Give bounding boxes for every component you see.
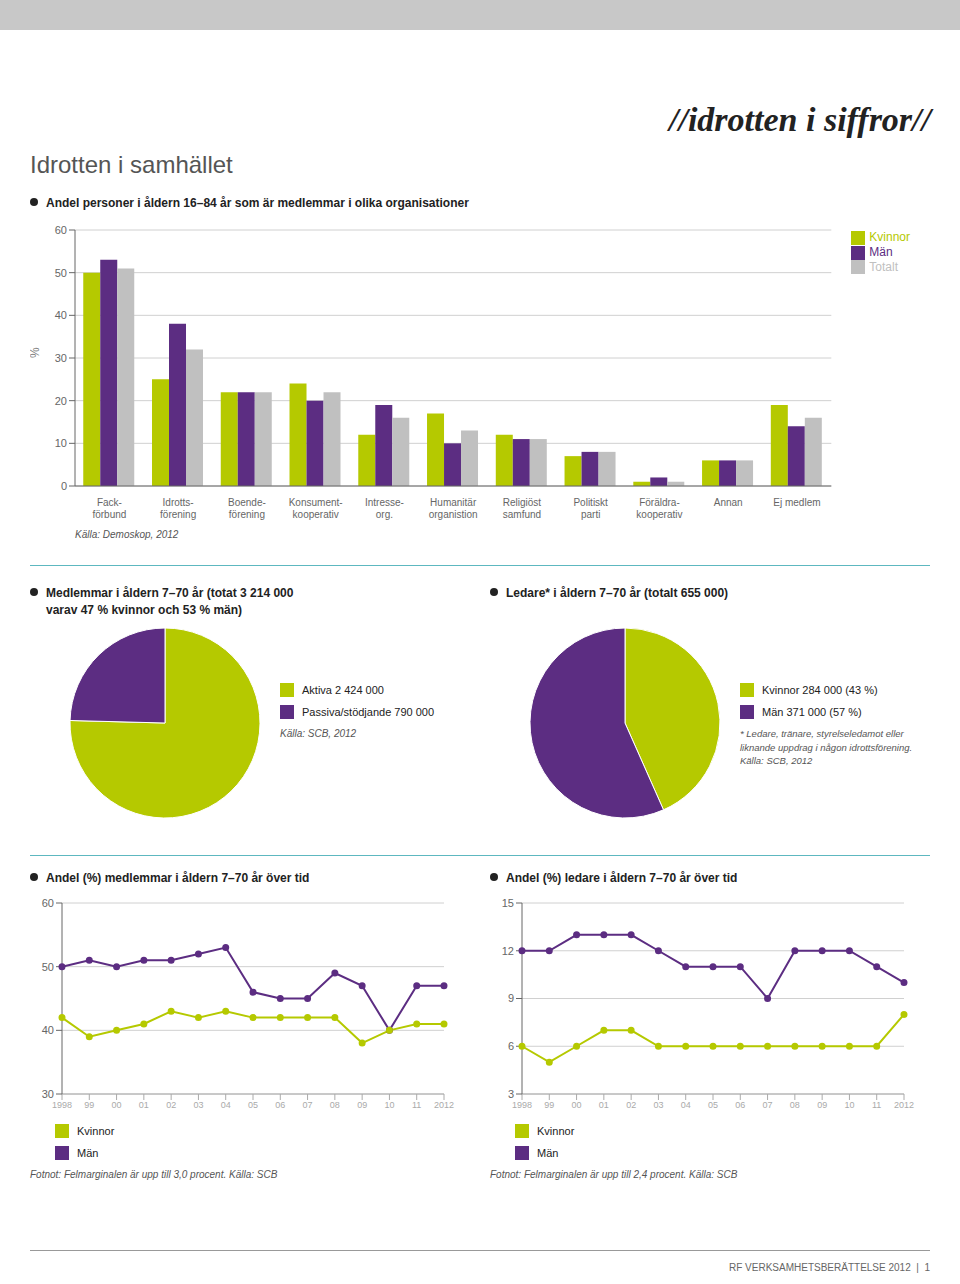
svg-text:2012: 2012 xyxy=(894,1100,914,1110)
html-text:Fotnot: Felmarginalen är upp t: Fotnot: Felmarginalen är upp till 3,0 pr… xyxy=(30,1169,278,1180)
svg-text:Konsument-kooperativ: Konsument-kooperativ xyxy=(289,497,343,520)
svg-text:07: 07 xyxy=(763,1100,773,1110)
svg-text:Politisktparti: Politisktparti xyxy=(573,497,608,520)
svg-text:05: 05 xyxy=(248,1100,258,1110)
svg-text:Annan: Annan xyxy=(714,497,743,508)
svg-text:Ej medlem: Ej medlem xyxy=(773,497,820,508)
svg-text:10: 10 xyxy=(55,437,67,449)
svg-text:10: 10 xyxy=(844,1100,854,1110)
svg-text:02: 02 xyxy=(166,1100,176,1110)
svg-text:0: 0 xyxy=(61,480,67,492)
svg-text:3: 3 xyxy=(508,1088,514,1100)
svg-text:Intresse-org.: Intresse-org. xyxy=(365,497,404,520)
html-text:Källa: SCB, 2012: Källa: SCB, 2012 xyxy=(280,728,357,739)
svg-text:11: 11 xyxy=(872,1100,881,1110)
html-text:Idrotten i samhället: Idrotten i samhället xyxy=(30,151,233,178)
svg-text:30: 30 xyxy=(55,352,67,364)
svg-text:01: 01 xyxy=(599,1100,609,1110)
svg-text:20: 20 xyxy=(55,395,67,407)
html-text:Män: Män xyxy=(537,1147,559,1159)
svg-text:00: 00 xyxy=(112,1100,122,1110)
svg-text:Fack-förbund: Fack-förbund xyxy=(92,497,126,520)
svg-text:99: 99 xyxy=(544,1100,554,1110)
html-text:Kvinnor: Kvinnor xyxy=(537,1125,575,1137)
svg-text:99: 99 xyxy=(84,1100,94,1110)
svg-text:Humanitärorganistion: Humanitärorganistion xyxy=(429,497,478,520)
html-text:Män: Män xyxy=(77,1147,99,1159)
svg-text:03: 03 xyxy=(193,1100,203,1110)
html-text:Fotnot: Felmarginalen är upp t: Fotnot: Felmarginalen är upp till 2,4 pr… xyxy=(490,1169,738,1180)
svg-text:02: 02 xyxy=(626,1100,636,1110)
html-text:Andel (%) medlemmar i åldern 7: Andel (%) medlemmar i åldern 7–70 år öve… xyxy=(46,871,310,885)
html-text:Totalt: Totalt xyxy=(869,259,898,274)
html-text:Kvinnor: Kvinnor xyxy=(869,230,910,244)
svg-text:1998: 1998 xyxy=(512,1100,532,1110)
svg-text:40: 40 xyxy=(42,1024,54,1036)
html-text://idrotten i siffror//: //idrotten i siffror// xyxy=(669,101,931,138)
svg-text:07: 07 xyxy=(303,1100,313,1110)
html-text:Andel (%) ledare i åldern 7–70: Andel (%) ledare i åldern 7–70 år över t… xyxy=(506,871,738,885)
svg-text:05: 05 xyxy=(708,1100,718,1110)
html-text:Källa: Demoskop, 2012: Källa: Demoskop, 2012 xyxy=(75,529,179,540)
svg-text:09: 09 xyxy=(817,1100,827,1110)
svg-text:08: 08 xyxy=(330,1100,340,1110)
svg-text:00: 00 xyxy=(572,1100,582,1110)
html-text:* Ledare, tränare, styrelseled: * Ledare, tränare, styrelseledamot eller… xyxy=(740,728,913,766)
html-text:Medlemmar i åldern 7–70 år (to: Medlemmar i åldern 7–70 år (totat 3 214 … xyxy=(46,586,294,617)
html-text:RF VERKSAMHETSBERÄTTELSE 2012: RF VERKSAMHETSBERÄTTELSE 2012 | 1 xyxy=(729,1262,930,1273)
svg-text:06: 06 xyxy=(735,1100,745,1110)
svg-text:09: 09 xyxy=(357,1100,367,1110)
svg-text:04: 04 xyxy=(681,1100,691,1110)
svg-text:11: 11 xyxy=(412,1100,421,1110)
svg-text:2012: 2012 xyxy=(434,1100,454,1110)
html-text:Passiva/stödjande 790 000: Passiva/stödjande 790 000 xyxy=(302,706,435,718)
svg-text:01: 01 xyxy=(139,1100,149,1110)
svg-text:08: 08 xyxy=(790,1100,800,1110)
svg-text:Föräldra-kooperativ: Föräldra-kooperativ xyxy=(636,497,682,520)
svg-text:%: % xyxy=(30,347,42,358)
svg-text:60: 60 xyxy=(42,897,54,909)
svg-text:1998: 1998 xyxy=(52,1100,72,1110)
svg-text:Boende-förening: Boende-förening xyxy=(228,497,266,520)
svg-text:10: 10 xyxy=(384,1100,394,1110)
svg-text:6: 6 xyxy=(508,1040,514,1052)
html-text:Män: Män xyxy=(869,244,893,259)
svg-text:40: 40 xyxy=(55,309,67,321)
html-text:Kvinnor: Kvinnor xyxy=(77,1125,115,1137)
svg-text:Idrotts-förening: Idrotts-förening xyxy=(160,497,196,520)
svg-text:9: 9 xyxy=(508,992,514,1004)
html-text:Aktiva 2 424 000: Aktiva 2 424 000 xyxy=(302,684,384,696)
html-text:Andel personer i åldern 16–84: Andel personer i åldern 16–84 år som är … xyxy=(46,196,469,210)
html-text:Män 371 000 (57 %): Män 371 000 (57 %) xyxy=(762,706,862,718)
svg-text:50: 50 xyxy=(42,961,54,973)
svg-text:Religiöstsamfund: Religiöstsamfund xyxy=(503,497,542,520)
svg-text:50: 50 xyxy=(55,267,67,279)
svg-text:04: 04 xyxy=(221,1100,231,1110)
svg-text:30: 30 xyxy=(42,1088,54,1100)
svg-text:60: 60 xyxy=(55,224,67,236)
svg-text:03: 03 xyxy=(653,1100,663,1110)
svg-text:06: 06 xyxy=(275,1100,285,1110)
svg-text:15: 15 xyxy=(502,897,514,909)
svg-text:12: 12 xyxy=(502,945,514,957)
html-text:Ledare* i åldern 7–70 år (tota: Ledare* i åldern 7–70 år (totalt 655 000… xyxy=(506,586,729,600)
html-text:Kvinnor 284 000 (43 %): Kvinnor 284 000 (43 %) xyxy=(762,684,878,696)
